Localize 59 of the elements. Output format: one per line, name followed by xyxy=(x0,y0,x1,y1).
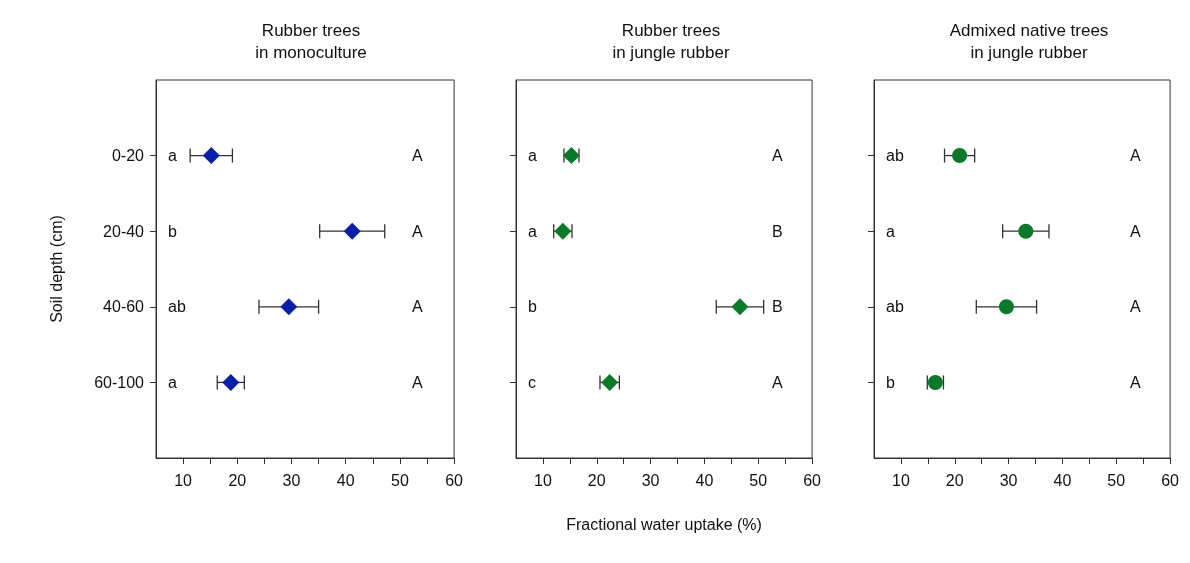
annotation: ab xyxy=(886,298,904,316)
annotation: ab xyxy=(168,298,186,316)
x-tick-label: 40 xyxy=(336,471,355,489)
x-tick-label: 40 xyxy=(1053,471,1072,489)
x-tick-label: 50 xyxy=(391,471,409,489)
x-tick-label: 20 xyxy=(945,471,964,489)
x-tick-label: 10 xyxy=(174,471,193,489)
annotation: A xyxy=(1130,222,1141,240)
y-tick-label: 40-60 xyxy=(103,298,145,316)
x-axis-title: Fractional water uptake (%) xyxy=(566,515,762,533)
point xyxy=(1018,223,1034,239)
annotation: A xyxy=(1130,147,1141,165)
annotation: A xyxy=(412,147,423,165)
x-tick-label: 30 xyxy=(999,471,1018,489)
annotation: a xyxy=(168,147,177,165)
point xyxy=(222,373,240,391)
point xyxy=(998,299,1014,315)
annotation: A xyxy=(412,222,423,240)
y-tick-label: 0-20 xyxy=(111,147,145,165)
chart-title: Admixed native trees in jungle rubber xyxy=(949,20,1109,62)
x-tick-label: 60 xyxy=(803,471,822,489)
annotation: A xyxy=(772,147,783,165)
chart-title: Rubber trees in jungle rubber xyxy=(612,20,730,62)
point xyxy=(343,222,361,240)
x-tick-label: 40 xyxy=(695,471,714,489)
point xyxy=(280,298,298,316)
annotation: b xyxy=(886,373,895,391)
annotation: a xyxy=(168,373,177,391)
annotation: B xyxy=(772,222,783,240)
annotation: ab xyxy=(886,147,904,165)
x-tick-label: 60 xyxy=(445,471,464,489)
annotation: A xyxy=(412,373,423,391)
annotation: c xyxy=(528,373,536,391)
x-tick-label: 10 xyxy=(892,471,910,489)
annotation: A xyxy=(412,298,423,316)
x-tick-label: 50 xyxy=(1107,471,1126,489)
x-tick-label: 30 xyxy=(282,471,301,489)
annotation: b xyxy=(168,222,177,240)
point xyxy=(731,298,749,316)
annotation: a xyxy=(528,222,537,240)
x-tick-label: 50 xyxy=(749,471,768,489)
annotation: a xyxy=(886,222,895,240)
annotation: A xyxy=(1130,373,1141,391)
annotation: a xyxy=(528,147,537,165)
y-axis-title: Soil depth (cm) xyxy=(47,215,65,323)
annotation: B xyxy=(772,298,783,316)
x-tick-label: 20 xyxy=(228,471,247,489)
annotation: b xyxy=(528,298,537,316)
x-tick-label: 20 xyxy=(587,471,606,489)
point xyxy=(952,148,968,164)
chart-title: Rubber trees in monoculture xyxy=(255,20,367,62)
annotation: A xyxy=(1130,298,1141,316)
annotation: A xyxy=(772,373,783,391)
point xyxy=(202,147,220,165)
y-tick-label: 20-40 xyxy=(103,222,145,240)
y-tick-label: 60-100 xyxy=(94,373,145,391)
x-tick-label: 60 xyxy=(1161,471,1180,489)
x-tick-label: 10 xyxy=(534,471,552,489)
x-tick-label: 30 xyxy=(641,471,660,489)
